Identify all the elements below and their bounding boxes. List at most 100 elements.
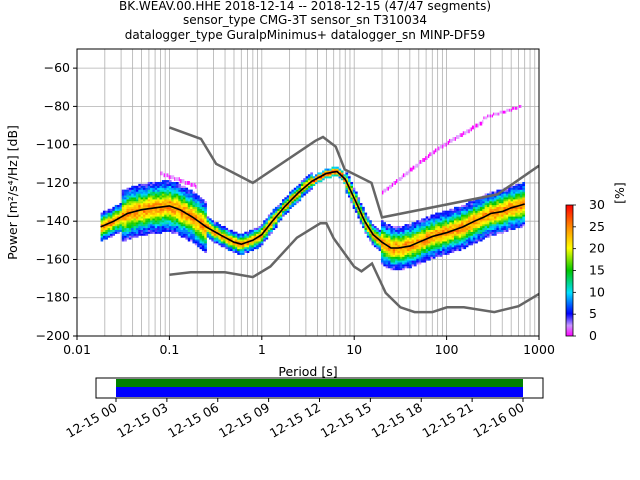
probability-cell (494, 195, 497, 198)
probability-cell (401, 175, 403, 180)
probability-cell (194, 208, 198, 211)
timeline-tick-label: 12-15 03 (114, 400, 170, 441)
probability-cell (208, 235, 212, 238)
probability-cell (489, 197, 493, 200)
probability-cell (437, 250, 441, 253)
probability-cell (178, 210, 181, 213)
probability-cell (128, 212, 132, 215)
probability-cell (307, 187, 311, 190)
probability-cell (496, 197, 500, 200)
probability-cell (272, 214, 276, 217)
probability-cell (260, 229, 264, 232)
probability-cell (411, 250, 415, 253)
probability-cell (201, 225, 205, 229)
probability-cell (395, 254, 398, 257)
probability-cell (477, 216, 481, 219)
probability-cell (432, 256, 436, 259)
probability-cell (477, 239, 481, 242)
probability-cell (244, 248, 247, 252)
probability-cell (472, 218, 476, 221)
probability-cell (494, 206, 497, 209)
probability-cell (190, 231, 193, 234)
probability-cell (150, 191, 153, 194)
probability-cell (263, 225, 266, 229)
probability-cell (138, 204, 141, 208)
probability-cell (510, 201, 514, 204)
probability-cell (416, 254, 419, 257)
probability-cell (164, 181, 167, 185)
probability-cell (388, 252, 391, 255)
probability-cell (175, 203, 179, 206)
probability-cell (435, 254, 438, 257)
probability-cell (451, 214, 455, 217)
probability-cell (187, 191, 191, 194)
probability-cell (140, 203, 144, 206)
probability-cell (185, 193, 189, 196)
probability-cell (138, 233, 141, 236)
probability-cell (461, 233, 464, 236)
probability-cell (286, 204, 290, 208)
probability-cell (463, 210, 467, 213)
probability-cell (380, 225, 384, 229)
probability-cell (376, 247, 379, 250)
probability-cell (326, 170, 330, 173)
probability-cell (183, 206, 186, 209)
probability-cell (508, 189, 511, 192)
probability-cell (385, 260, 389, 263)
probability-cell (482, 206, 485, 209)
probability-cell (204, 243, 207, 246)
probability-cell (286, 208, 290, 211)
probability-cell (142, 212, 146, 215)
probability-cell (491, 114, 492, 118)
probability-cell (345, 187, 349, 190)
probability-cell (475, 237, 478, 240)
probability-cell (180, 185, 184, 188)
probability-cell (166, 180, 170, 183)
probability-cell (154, 227, 158, 231)
probability-cell (289, 197, 292, 200)
probability-cell (442, 220, 445, 223)
probability-cell (402, 248, 405, 252)
probability-cell (456, 243, 460, 246)
probability-cell (307, 176, 311, 179)
probability-cell (418, 224, 422, 227)
probability-cell (201, 237, 205, 240)
probability-cell (517, 193, 521, 196)
probability-cell (126, 195, 130, 198)
probability-cell (376, 241, 379, 244)
probability-cell (404, 247, 408, 250)
probability-cell (174, 177, 176, 182)
probability-cell (150, 189, 153, 192)
probability-cell (456, 241, 460, 244)
probability-cell (392, 254, 396, 257)
probability-cell (435, 212, 438, 215)
probability-cell (150, 212, 153, 215)
probability-cell (409, 258, 412, 261)
probability-cell (161, 180, 165, 183)
probability-cell (170, 175, 172, 180)
probability-cell (465, 239, 469, 242)
probability-cell (444, 214, 448, 217)
probability-cell (303, 187, 306, 190)
probability-cell (399, 227, 403, 231)
probability-cell (171, 210, 174, 213)
probability-cell (293, 193, 297, 196)
probability-cell (409, 247, 412, 250)
probability-cell (239, 248, 243, 252)
probability-cell (100, 224, 104, 227)
probability-cell (168, 187, 172, 190)
probability-cell (121, 237, 125, 240)
probability-cell (350, 183, 353, 187)
probability-cell (397, 235, 401, 238)
probability-cell (150, 224, 153, 227)
probability-cell (178, 231, 181, 234)
probability-cell (187, 197, 191, 200)
probability-cell (465, 204, 469, 208)
probability-cell (300, 193, 304, 196)
colorbar-tick-label: 10 (589, 284, 605, 299)
probability-cell (237, 245, 240, 248)
probability-cell (454, 212, 457, 215)
probability-cell (197, 239, 200, 242)
probability-cell (479, 206, 483, 209)
probability-cell (470, 210, 474, 213)
